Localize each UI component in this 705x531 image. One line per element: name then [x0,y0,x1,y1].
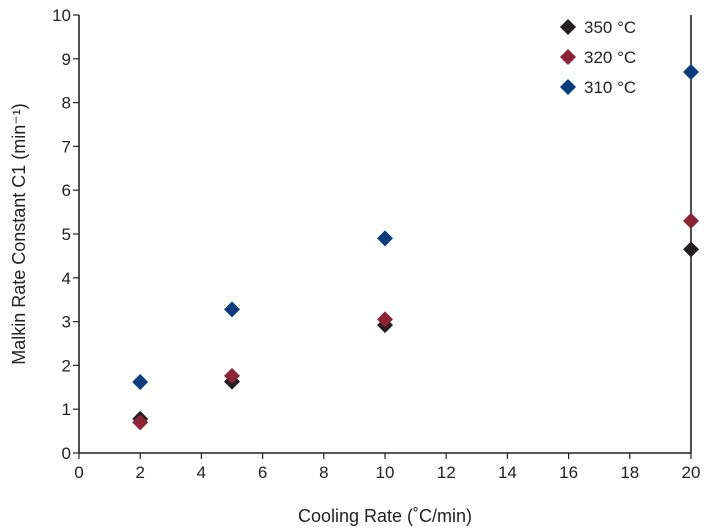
x-tick-label: 6 [258,463,267,482]
y-tick-label: 3 [62,313,71,332]
x-tick-label: 0 [74,463,83,482]
y-axis-title: Malkin Rate Constant C1 (min⁻¹) [9,103,29,365]
data-point-series-2 [224,301,240,318]
x-tick-label: 14 [498,463,517,482]
y-tick-label: 4 [62,269,71,288]
y-tick-label: 6 [62,181,71,200]
data-point-series-1 [683,212,699,229]
data-point-series-2 [377,230,393,247]
x-tick-label: 10 [376,463,395,482]
legend-marker [560,19,576,35]
y-tick-label: 1 [62,400,71,419]
data-point-series-0 [683,241,699,258]
legend: 350 °C 320 °C 310 °C [560,18,636,97]
x-tick-label: 16 [559,463,578,482]
x-ticks: 0 2 4 6 8 10 12 14 16 18 20 [74,453,700,482]
x-tick-label: 18 [620,463,639,482]
data-points [132,63,699,431]
x-tick-label: 8 [319,463,328,482]
y-tick-label: 7 [62,137,71,156]
x-tick-label: 2 [135,463,144,482]
y-tick-label: 9 [62,50,71,69]
legend-label: 310 °C [584,78,636,97]
y-tick-label: 8 [62,94,71,113]
y-tick-label: 0 [62,444,71,463]
x-tick-label: 20 [682,463,701,482]
data-point-series-2 [132,374,149,391]
data-point-series-1 [224,367,240,384]
x-axis-title: Cooling Rate (˚C/min) [298,506,472,526]
legend-marker [560,79,576,95]
data-point-series-2 [683,63,699,80]
x-tick-label: 4 [197,463,206,482]
y-tick-label: 5 [62,225,71,244]
y-ticks: 0 1 2 3 4 5 6 7 8 9 10 [52,6,79,463]
legend-marker [560,49,576,65]
y-tick-label: 2 [62,356,71,375]
y-tick-label: 10 [52,6,71,25]
legend-label: 350 °C [584,18,636,37]
data-point-series-1 [132,414,149,431]
data-point-series-1 [377,311,393,328]
legend-label: 320 °C [584,48,636,67]
x-tick-label: 12 [437,463,456,482]
